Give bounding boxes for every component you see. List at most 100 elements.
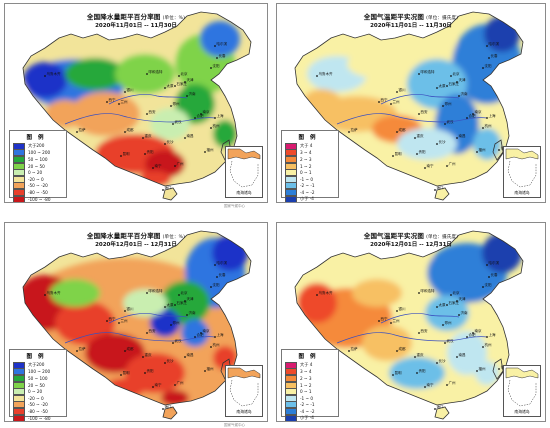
city-label: 广州 [449,161,457,166]
country-outline [22,230,252,406]
city-label: 广州 [449,380,457,385]
city-label: 西宁 [381,97,389,102]
city-marker [472,332,474,334]
legend-swatch [285,188,297,196]
city-label: 昆明 [395,370,403,375]
legend-item: -4 ~ -2 [285,407,335,415]
city-marker [444,342,446,344]
legend-swatch [13,195,25,202]
river-line [380,313,460,324]
footnote: 国家气候中心 [224,204,245,208]
city-marker [498,149,500,151]
legend-item: -100 ~ -80 [13,195,63,202]
inset-caption: 南海诸岛 [514,190,530,195]
city-marker [170,324,172,326]
city-marker [476,151,478,153]
anomaly-region [473,128,501,160]
city-marker [106,320,108,322]
city-label: 南京 [475,328,483,333]
city-label: 福州 [479,147,487,152]
city-label: 银川 [399,306,407,311]
city-label: 南京 [203,109,210,114]
city-label: 上海 [217,332,224,337]
city-marker [390,322,392,324]
legend-item: 0 ~ 20 [13,388,63,396]
city-label: 杭州 [485,342,493,347]
city-label: 北京 [181,290,188,295]
anomaly-region [302,89,342,119]
legend-swatch [285,361,297,369]
city-marker [396,350,398,352]
city-marker [200,332,202,334]
city-label: 上海 [489,113,497,118]
legend-label: 20 ~ 50 [28,382,45,388]
city-marker [120,155,122,157]
legend-item: 2 ~ 3 [285,155,335,163]
city-marker [316,294,318,296]
inset-map [505,367,539,407]
city-label: 拉萨 [79,346,86,351]
city-label: 合肥 [197,332,204,337]
anomaly-region [297,283,337,323]
city-label: 重庆 [417,352,425,357]
city-label: 西宁 [381,316,389,321]
city-label: 合肥 [469,332,477,337]
legend-swatch [285,394,297,402]
inset-map [227,148,261,188]
map-title: 全国降水量距平百分率图 (单位：%) [86,232,186,240]
city-label: 昆明 [123,370,130,375]
city-label: 西安 [421,328,429,333]
city-label: 贵阳 [147,149,154,154]
anomaly-region [200,21,240,57]
city-label: 成都 [127,127,134,132]
city-label: 郑州 [445,320,453,325]
city-marker [316,75,318,77]
city-label: 呼和浩特 [149,288,163,293]
legend-item: 3 ~ 4 [285,149,335,157]
city-label: 拉萨 [79,127,86,132]
city-label: 乌鲁木齐 [319,290,333,295]
city-marker [146,292,148,294]
city-label: 长春 [219,53,226,58]
city-label: 武汉 [175,119,182,124]
legend-label: 大于200 [28,362,45,368]
map-title: 全国气温距平实况图 (单位：摄氏度) [363,232,459,240]
city-marker [392,155,394,157]
legend-item: 100 ~ 200 [13,149,63,157]
city-marker [396,91,398,93]
legend-item: 大于 4 [285,142,335,150]
city-label: 兰州 [121,318,128,323]
city-marker [476,370,478,372]
city-marker [184,81,186,83]
city-marker [416,372,418,374]
legend-label: 大于 4 [300,362,313,368]
city-marker [486,264,488,266]
city-label: 哈尔滨 [217,41,228,46]
map-fill [23,12,251,200]
city-label: 上海 [489,332,497,337]
legend-item: 小于 -4 [285,414,335,421]
city-label: 沈阳 [213,63,220,68]
legend-label: -50 ~ -20 [28,402,48,408]
city-label: 乌鲁木齐 [47,290,61,295]
inset-caption: 南海诸岛 [236,409,252,414]
city-label: 天津 [459,77,467,82]
city-label: 天津 [459,296,467,301]
city-label: 南京 [203,328,210,333]
legend-swatch [285,368,297,376]
river-line [336,332,488,344]
legend-item: 0 ~ 20 [13,169,63,177]
city-marker [396,310,398,312]
city-marker [436,87,438,89]
city-label: 南昌 [459,352,467,357]
south-china-sea-inset: 南海诸岛 [503,146,541,198]
legend-item: -20 ~ 0 [13,394,63,402]
anomaly-region [150,108,190,140]
anomaly-region [50,279,100,307]
city-marker [210,346,212,348]
city-label: 长春 [219,272,226,277]
city-marker [184,137,186,139]
city-label: 西安 [149,328,156,333]
city-label: 贵阳 [147,368,154,373]
city-marker [200,113,202,115]
